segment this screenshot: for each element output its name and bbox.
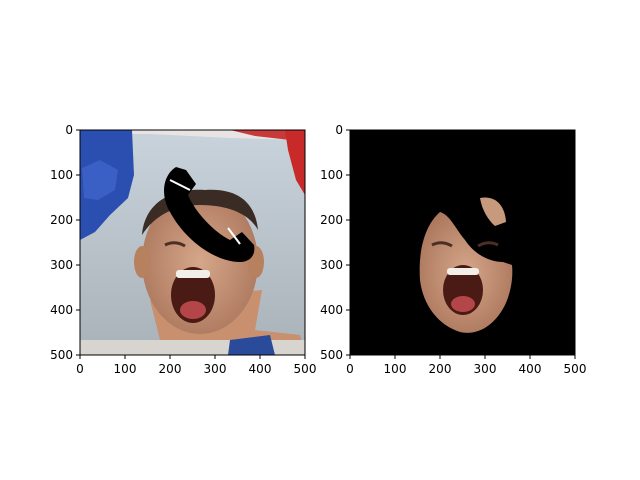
right-ytick-label: 500 xyxy=(320,348,343,362)
left-xtick-label: 400 xyxy=(249,362,272,376)
right-xtick-label: 200 xyxy=(429,362,452,376)
left-xtick-label: 100 xyxy=(114,362,137,376)
subplot-right xyxy=(350,130,575,355)
left-xtick-label: 300 xyxy=(204,362,227,376)
right-xtick-label: 300 xyxy=(474,362,497,376)
left-xtick-label: 500 xyxy=(294,362,317,376)
left-xtick-label: 200 xyxy=(159,362,182,376)
right-ytick-label: 400 xyxy=(320,303,343,317)
left-ytick-label: 0 xyxy=(65,123,73,137)
left-ytick-label: 400 xyxy=(50,303,73,317)
left-image xyxy=(80,130,305,355)
right-ytick-label: 100 xyxy=(320,168,343,182)
right-xtick-label: 500 xyxy=(564,362,587,376)
right-image xyxy=(350,130,575,355)
right-xtick-label: 100 xyxy=(384,362,407,376)
right-ytick-label: 0 xyxy=(335,123,343,137)
subplot-left xyxy=(80,130,305,355)
left-ytick-label: 500 xyxy=(50,348,73,362)
left-xtick-label: 0 xyxy=(76,362,84,376)
left-ytick-label: 100 xyxy=(50,168,73,182)
right-xtick-label: 0 xyxy=(346,362,354,376)
left-ytick-label: 300 xyxy=(50,258,73,272)
left-ytick-label: 200 xyxy=(50,213,73,227)
right-ytick-label: 300 xyxy=(320,258,343,272)
right-ytick-label: 200 xyxy=(320,213,343,227)
right-xtick-label: 400 xyxy=(519,362,542,376)
